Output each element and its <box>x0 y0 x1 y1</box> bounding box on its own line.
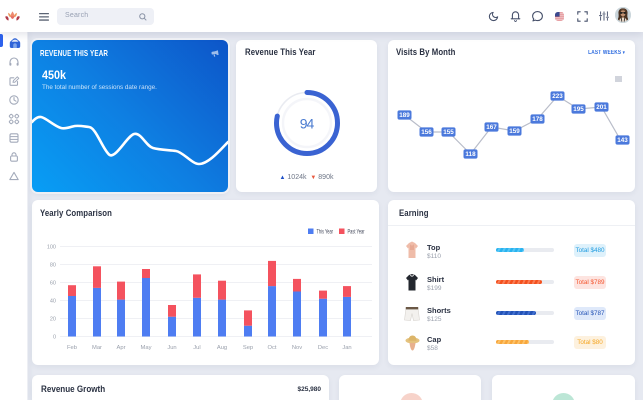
svg-text:60: 60 <box>50 281 56 287</box>
svg-text:94: 94 <box>300 116 315 132</box>
svg-text:Jul: Jul <box>193 345 200 351</box>
svg-text:Feb: Feb <box>67 345 77 351</box>
svg-text:201: 201 <box>596 104 607 111</box>
svg-text:143: 143 <box>617 137 628 144</box>
svg-text:May: May <box>141 345 152 351</box>
svg-text:Jun: Jun <box>167 345 176 351</box>
svg-text:195: 195 <box>573 106 584 113</box>
svg-text:20: 20 <box>50 317 56 323</box>
svg-text:155: 155 <box>443 129 454 136</box>
svg-text:40: 40 <box>50 299 56 305</box>
svg-text:159: 159 <box>509 128 520 135</box>
svg-text:100: 100 <box>47 245 56 251</box>
svg-text:118: 118 <box>465 151 476 158</box>
svg-text:156: 156 <box>421 129 432 136</box>
svg-text:80: 80 <box>50 263 56 269</box>
svg-text:Aug: Aug <box>217 345 227 351</box>
svg-text:Dec: Dec <box>318 345 328 351</box>
svg-text:0: 0 <box>53 335 56 341</box>
svg-text:Sep: Sep <box>243 345 253 351</box>
svg-text:Oct: Oct <box>267 345 276 351</box>
svg-text:Nov: Nov <box>292 345 302 351</box>
svg-text:178: 178 <box>532 116 543 123</box>
svg-text:Past Year: Past Year <box>348 229 365 236</box>
svg-text:Apr: Apr <box>116 345 125 351</box>
svg-text:223: 223 <box>552 93 563 100</box>
svg-text:189: 189 <box>399 112 410 119</box>
svg-text:This Year: This Year <box>317 229 334 236</box>
svg-text:Jan: Jan <box>342 345 351 351</box>
svg-text:167: 167 <box>486 124 497 131</box>
svg-text:Mar: Mar <box>92 345 102 351</box>
